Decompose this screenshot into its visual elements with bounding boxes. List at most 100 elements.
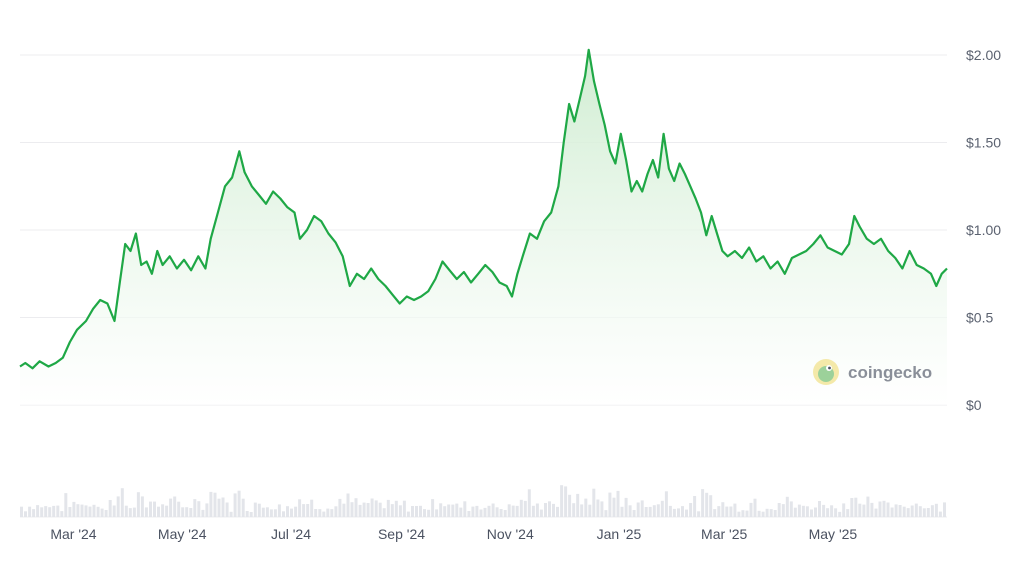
volume-bar	[40, 507, 44, 517]
volume-bar	[245, 511, 249, 517]
volume-bar	[854, 497, 858, 517]
volume-bar	[294, 506, 298, 517]
volume-bar	[205, 503, 209, 517]
volume-bar	[447, 504, 451, 517]
volume-bar	[197, 501, 201, 517]
volume-bar	[733, 503, 737, 517]
x-tick-label: May '24	[158, 526, 207, 542]
volume-bar	[382, 508, 386, 517]
volume-bar	[189, 508, 193, 517]
volume-bar	[757, 510, 761, 517]
volume-bar	[217, 498, 221, 517]
volume-bar	[652, 505, 656, 517]
volume-bar	[713, 509, 717, 517]
volume-bar	[709, 495, 713, 517]
volume-bar	[858, 503, 862, 517]
volume-bar	[834, 508, 838, 517]
volume-bar	[165, 505, 169, 517]
volume-bar	[334, 506, 338, 517]
volume-bar	[491, 503, 495, 517]
volume-bar	[741, 510, 745, 517]
volume-bar	[519, 499, 523, 517]
volume-bar	[362, 502, 366, 517]
volume-bar	[548, 501, 551, 517]
volume-bar	[914, 503, 918, 517]
volume-bar	[777, 503, 781, 517]
y-axis-ticks: $0 $0.5 $1.00 $1.50 $2.00	[966, 47, 1001, 413]
volume-bar	[765, 508, 769, 517]
volume-bar	[290, 508, 293, 517]
volume-bar	[427, 509, 431, 517]
volume-bar	[850, 498, 854, 517]
volume-bar	[818, 501, 821, 517]
volume-bar	[632, 510, 636, 517]
volume-bar	[338, 498, 342, 517]
volume-bar	[257, 503, 261, 517]
volume-bar	[415, 506, 418, 517]
volume-bar	[213, 492, 217, 517]
volume-bar	[664, 491, 668, 517]
volume-bar	[459, 507, 463, 517]
x-tick-label: May '25	[809, 526, 858, 542]
volume-bar	[906, 508, 910, 517]
volume-bar	[306, 504, 310, 517]
volume-bar	[588, 504, 592, 517]
volume-bar	[20, 506, 23, 517]
volume-bar	[668, 505, 672, 517]
volume-bar	[507, 504, 511, 517]
volume-bar	[648, 506, 652, 517]
volume-bar	[785, 496, 789, 517]
volume-bar	[386, 499, 390, 517]
volume-bar	[890, 507, 894, 517]
volume-bar	[874, 508, 878, 517]
volume-bar	[535, 503, 539, 517]
volume-bar	[705, 492, 709, 517]
volume-bar	[656, 504, 660, 517]
volume-bar	[697, 511, 701, 517]
volume-bar	[616, 490, 620, 517]
volume-bar	[822, 504, 826, 517]
volume-bar	[237, 490, 241, 517]
volume-bar	[318, 509, 322, 517]
price-line[interactable]	[19, 48, 948, 370]
volume-bar	[233, 493, 237, 517]
volume-bar	[406, 511, 410, 517]
volume-bar	[241, 498, 245, 517]
volume-bars	[20, 485, 946, 517]
x-tick-label: Jul '24	[271, 526, 311, 542]
volume-bar	[88, 506, 92, 517]
volume-bar	[431, 499, 435, 517]
x-tick-label: Mar '25	[701, 526, 747, 542]
volume-bar	[302, 504, 306, 517]
volume-bar	[221, 497, 225, 517]
y-tick-label: $0	[966, 397, 982, 413]
volume-bar	[467, 511, 471, 517]
volume-bar	[612, 497, 616, 517]
volume-bar	[910, 505, 914, 517]
volume-bar	[366, 503, 370, 517]
volume-bar	[24, 511, 27, 517]
volume-bar	[894, 504, 898, 517]
volume-bar	[560, 485, 564, 517]
volume-bar	[580, 504, 584, 517]
brand-name: coingecko	[848, 363, 932, 382]
x-axis-ticks: Mar '24 May '24 Jul '24 Sep '24 Nov '24 Jan '…	[50, 526, 857, 542]
volume-bar	[862, 504, 866, 517]
volume-bar	[737, 511, 741, 517]
volume-bar	[177, 501, 181, 517]
volume-bar	[934, 503, 938, 517]
volume-bar	[128, 508, 132, 517]
volume-bar	[725, 506, 729, 517]
volume-bar	[544, 503, 547, 517]
volume-bar	[721, 502, 725, 517]
volume-bar	[273, 509, 277, 517]
volume-bar	[693, 496, 697, 517]
volume-bar	[112, 505, 116, 517]
volume-bar	[261, 507, 265, 517]
volume-bar	[564, 486, 568, 517]
volume-bar	[539, 509, 543, 517]
volume-bar	[672, 508, 676, 517]
volume-bar	[314, 509, 318, 517]
volume-bar	[930, 505, 934, 517]
